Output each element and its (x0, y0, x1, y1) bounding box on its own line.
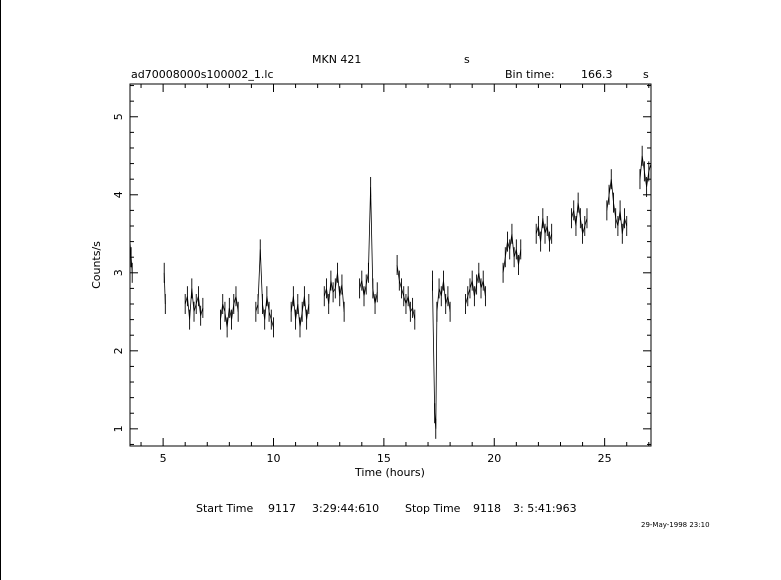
bin-time-label: Bin time: (505, 68, 555, 81)
y-axis-label: Counts/s (90, 241, 103, 289)
y-tick-label: 1 (112, 425, 125, 432)
left-border (0, 0, 1, 580)
bin-time-value: 166.3 (581, 68, 613, 81)
x-tick-label: 5 (160, 452, 167, 465)
x-tick-label: 25 (598, 452, 612, 465)
series-line (606, 179, 628, 234)
series-line (639, 155, 652, 188)
y-tick-label: 5 (112, 113, 125, 120)
filename-label: ad70008000s100002_1.lc (131, 68, 274, 81)
stop-time-label: Stop Time (405, 502, 461, 515)
y-tick-label: 2 (112, 347, 125, 354)
series-line (323, 272, 345, 312)
x-axis-label: Time (hours) (354, 466, 425, 479)
stop-day: 9118 (473, 502, 501, 515)
series-line (359, 186, 378, 305)
y-tick-label: 3 (112, 269, 125, 276)
x-tick-label: 15 (377, 452, 391, 465)
axis-tick-labels: 5 10 15 20 25 1 2 3 4 5 (112, 113, 612, 465)
plot-timestamp: 29-May-1998 23:10 (641, 521, 710, 529)
x-tick-label: 10 (266, 452, 280, 465)
source-title: MKN 421 (312, 53, 362, 66)
light-curve-series (129, 145, 652, 439)
y-tick-label: 4 (112, 191, 125, 198)
start-time-value: 3:29:44:610 (312, 502, 380, 515)
start-time-label: Start Time (196, 502, 254, 515)
plot-frame (129, 83, 652, 447)
x-tick-label: 20 (487, 452, 501, 465)
source-suffix: s (464, 53, 470, 66)
bin-time-unit: s (643, 68, 649, 81)
series-line (465, 272, 486, 305)
axis-ticks (130, 84, 651, 446)
series-line (432, 280, 451, 429)
start-day: 9117 (268, 502, 296, 515)
stop-time-value: 3: 5:41:963 (513, 502, 577, 515)
